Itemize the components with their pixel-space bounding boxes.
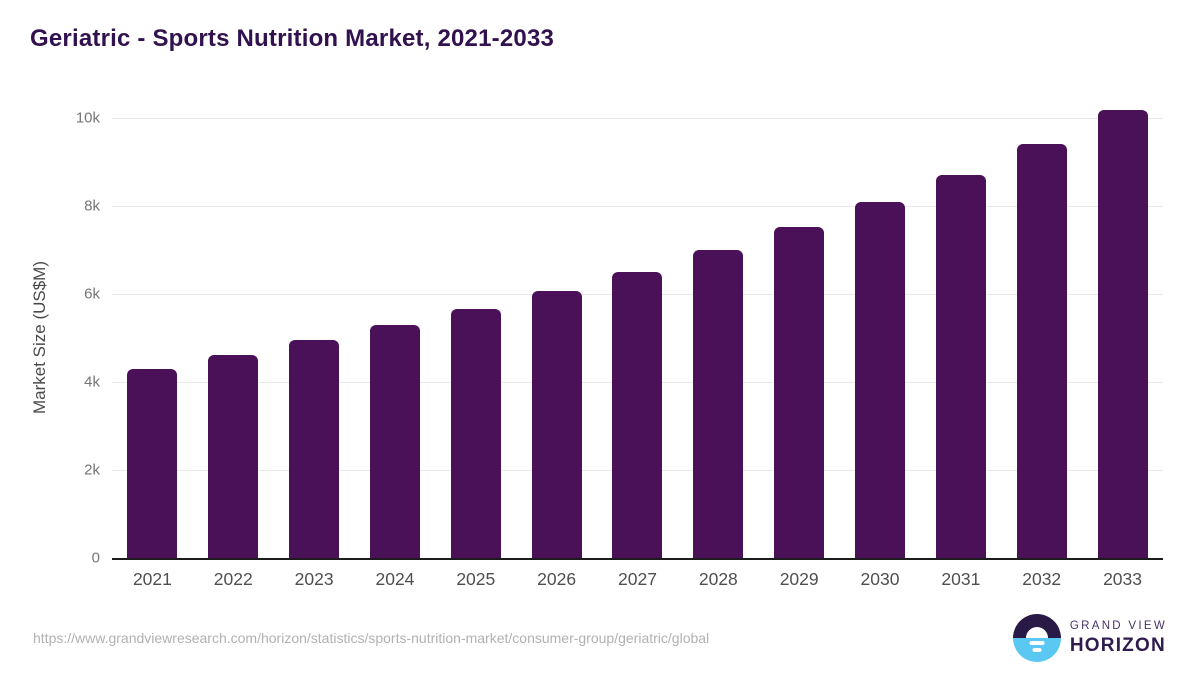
x-tick-label-2026: 2026 [537,569,577,589]
x-tick-label-2032: 2032 [1022,569,1062,589]
brand-text: GRAND VIEW HORIZON [1070,620,1167,657]
y-tick-label-2k: 2k [84,461,100,479]
bar-column-2023 [274,118,355,558]
sun-icon [1025,627,1048,638]
bar-2027 [612,272,663,558]
x-tick-label-2030: 2030 [860,569,900,589]
y-tick-label-8k: 8k [84,197,100,215]
bar-2031 [935,174,986,558]
bar-2028 [693,250,744,558]
brand-name-top: GRAND VIEW [1069,619,1167,632]
bar-2024 [369,325,420,558]
gridline-8k [112,206,1163,207]
x-tick-label-2028: 2028 [698,569,738,589]
bar-column-2021 [112,118,193,558]
x-tick-label-2025: 2025 [456,569,496,589]
bar-2022 [208,354,259,558]
bar-column-2024 [355,118,436,558]
x-tick-label-2029: 2029 [779,569,819,589]
bar-2033 [1097,110,1148,558]
plot-area [112,110,1163,560]
bar-2030 [855,202,906,558]
brand-logo: GRAND VIEW HORIZON [1012,614,1167,662]
x-tick-label-2027: 2027 [618,569,657,589]
bar-2029 [774,227,825,558]
x-tick-label-2031: 2031 [941,569,981,589]
bar-column-2033 [1082,110,1163,558]
bar-column-2025 [435,118,516,558]
bar-series [112,110,1163,558]
footer: https://www.grandviewresearch.com/horizo… [33,605,1167,671]
x-tick-label-2023: 2023 [294,569,334,589]
x-tick-label-2033: 2033 [1103,569,1143,589]
bar-column-2032 [1001,118,1082,558]
bar-2021 [127,368,178,558]
bar-column-2031 [920,118,1001,558]
gridline-10k [112,118,1163,119]
x-tick-label-2024: 2024 [375,569,415,589]
sun-reflection-line [1032,648,1042,652]
sun-reflection-line [1029,641,1045,645]
bar-column-2027 [597,118,678,558]
source-url: https://www.grandviewresearch.com/horizo… [33,630,710,646]
y-tick-label-10k: 10k [75,109,100,127]
x-tick-label-2022: 2022 [213,569,253,589]
y-tick-label-4k: 4k [84,373,100,391]
horizon-sunrise-icon [1012,614,1061,662]
bar-column-2030 [840,118,921,558]
bar-2032 [1016,144,1067,558]
x-tick-label-2021: 2021 [132,569,172,589]
bar-2023 [289,340,340,558]
page-title: Geriatric - Sports Nutrition Market, 202… [30,25,555,52]
x-axis-labels: 2021 2022 2023 2024 2025 2026 2027 2028 2029 2030… [112,569,1163,590]
brand-name-bottom: HORIZON [1069,634,1166,656]
bar-2026 [531,291,582,558]
bar-column-2022 [193,118,274,558]
y-tick-label-0: 0 [91,549,100,567]
bar-column-2028 [678,118,759,558]
bar-2025 [450,309,501,558]
y-tick-label-6k: 6k [84,285,100,303]
y-axis-ticks: 10k 8k 6k 4k 2k 0 [40,110,100,567]
bar-column-2026 [516,118,597,558]
bar-column-2029 [759,118,840,558]
